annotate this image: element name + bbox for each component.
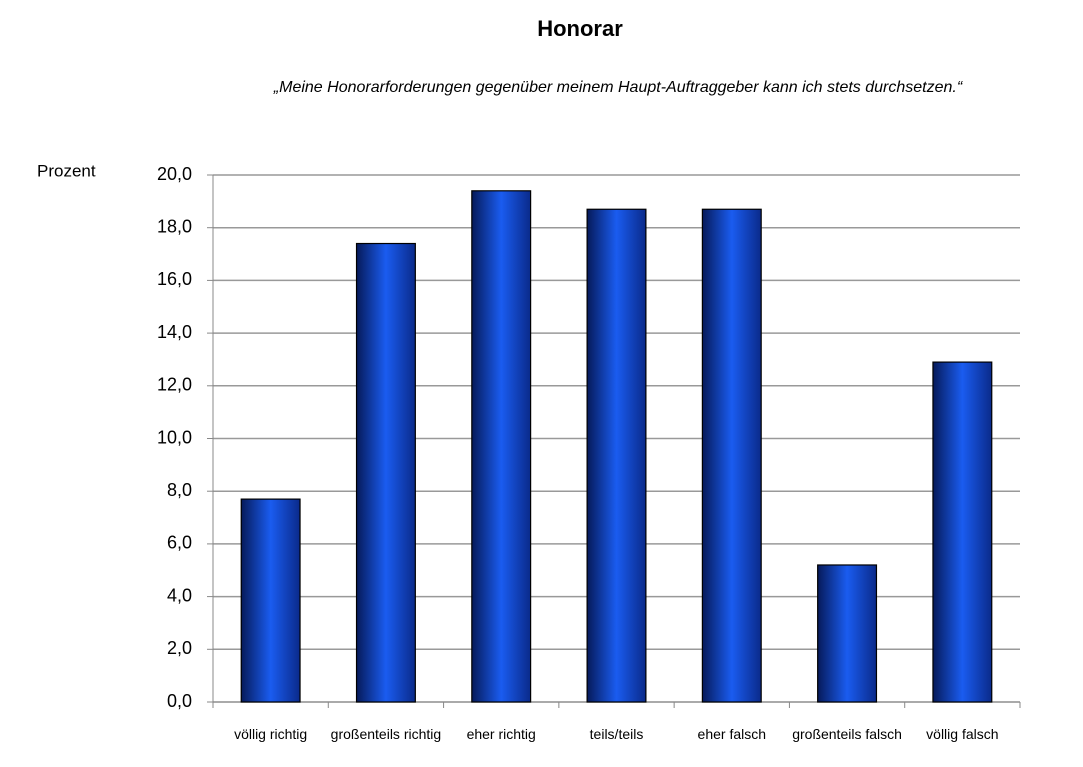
chart-subtitle: „Meine Honorarforderungen gegenüber mein… <box>273 79 964 96</box>
bar <box>471 190 532 703</box>
y-axis-label: Prozent <box>37 161 96 180</box>
x-tick-label: völlig falsch <box>926 726 999 742</box>
bar <box>932 361 993 703</box>
x-tick-label: großenteils falsch <box>792 726 902 742</box>
y-tick-label: 6,0 <box>167 533 192 553</box>
x-tick-label: großenteils richtig <box>330 726 442 742</box>
y-tick-label: 8,0 <box>167 480 192 500</box>
y-tick-label: 12,0 <box>157 375 192 395</box>
bar <box>701 208 762 703</box>
x-tick-label: teils/teils <box>589 726 644 742</box>
chart-title: Honorar <box>537 16 623 41</box>
x-tick-label: eher falsch <box>697 726 767 742</box>
y-tick-label: 2,0 <box>167 638 192 658</box>
y-tick-label: 18,0 <box>157 216 192 236</box>
bar <box>817 564 878 703</box>
bar <box>355 242 416 703</box>
y-tick-label: 20,0 <box>157 164 192 184</box>
y-tick-label: 4,0 <box>167 585 192 605</box>
bar <box>586 208 647 703</box>
y-tick-label: 0,0 <box>167 691 192 711</box>
x-tick-label: eher richtig <box>466 726 536 742</box>
y-tick-label: 10,0 <box>157 427 192 447</box>
x-tick-label: völlig richtig <box>234 726 308 742</box>
y-tick-label: 16,0 <box>157 269 192 289</box>
bar <box>240 498 301 703</box>
y-tick-label: 14,0 <box>157 322 192 342</box>
